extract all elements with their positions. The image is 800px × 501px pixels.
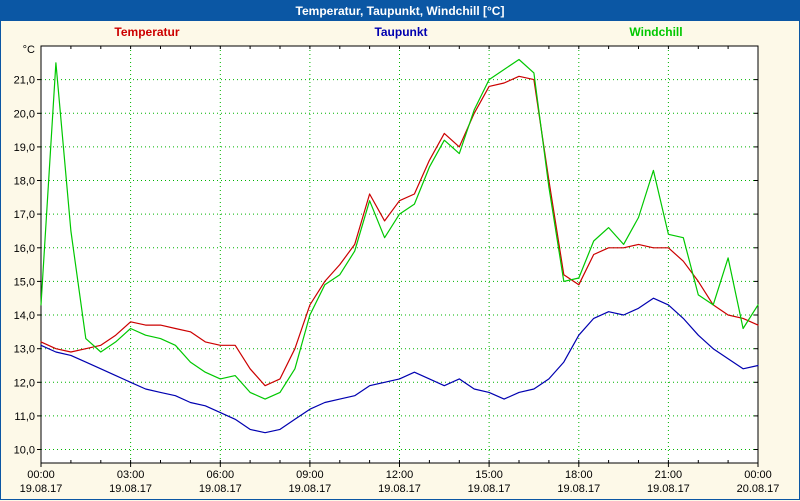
- x-tick-date-label: 19.08.17: [288, 483, 331, 495]
- x-tick-date-label: 19.08.17: [20, 483, 63, 495]
- y-tick-label: 18,0: [14, 176, 35, 188]
- series-line-windchill: [40, 58, 759, 400]
- y-tick-label: 16,0: [14, 243, 35, 255]
- legend-taupunkt: Taupunkt: [374, 25, 428, 39]
- y-tick-label: 17,0: [14, 209, 35, 221]
- y-tick-label: 11,0: [14, 411, 35, 423]
- series-line-taupunkt: [40, 297, 759, 434]
- series-line-temperatur: [40, 75, 759, 387]
- x-tick-date-label: 19.08.17: [468, 483, 511, 495]
- y-tick-label: 12,0: [14, 377, 35, 389]
- x-tick-time-label: 00:00: [27, 469, 55, 481]
- x-tick-date-label: 19.08.17: [378, 483, 421, 495]
- legend-temperatur: Temperatur: [114, 25, 180, 39]
- x-tick-time-label: 15:00: [475, 469, 503, 481]
- x-tick-time-label: 00:00: [744, 469, 772, 481]
- y-tick-label: 15,0: [14, 276, 35, 288]
- x-tick-date-label: 20.08.17: [737, 483, 780, 495]
- y-tick-label: 13,0: [14, 344, 35, 356]
- x-tick-date-label: 19.08.17: [109, 483, 152, 495]
- x-tick-time-label: 12:00: [386, 469, 414, 481]
- legend-windchill: Windchill: [629, 25, 683, 39]
- y-tick-label: 14,0: [14, 310, 35, 322]
- x-tick-date-label: 19.08.17: [199, 483, 242, 495]
- x-tick-time-label: 09:00: [296, 469, 324, 481]
- y-tick-label: 20,0: [14, 108, 35, 120]
- x-tick-time-label: 18:00: [565, 469, 593, 481]
- y-tick-label: 19,0: [14, 142, 35, 154]
- y-tick-label: 10,0: [14, 445, 35, 457]
- legend: Temperatur Taupunkt Windchill: [1, 25, 799, 41]
- y-axis-unit-label: °C: [23, 44, 35, 56]
- x-tick-date-label: 19.08.17: [647, 483, 690, 495]
- x-tick-time-label: 03:00: [117, 469, 145, 481]
- x-tick-date-label: 19.08.17: [557, 483, 600, 495]
- y-tick-label: 21,0: [14, 75, 35, 87]
- chart-title: Temperatur, Taupunkt, Windchill [°C]: [295, 4, 505, 18]
- x-tick-time-label: 21:00: [655, 469, 683, 481]
- title-bar: Temperatur, Taupunkt, Windchill [°C]: [1, 1, 799, 21]
- chart-canvas: 10,0 11,0 12,0 13,0 14,0 15,0 16,0 17,0 18,0 19,0…: [14, 44, 780, 495]
- x-tick-time-label: 06:00: [207, 469, 235, 481]
